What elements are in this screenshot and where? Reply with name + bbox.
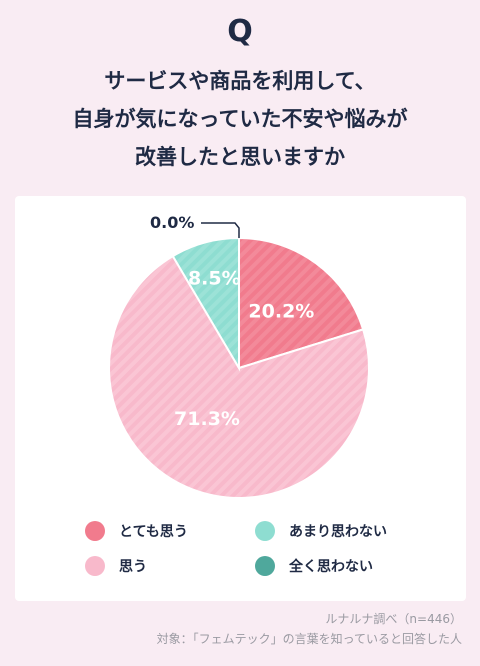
question-title: サービスや商品を利用して、 自身が気になっていた不安や悩みが 改善したと思います… [10, 62, 470, 176]
chart-card: 20.2% 71.3% 8.5% 0.0% とても思う 思う あまり思わない 全く思わ… [15, 196, 466, 601]
source-note: ルナルナ調べ（n=446） [325, 612, 462, 626]
question-line-3: 改善したと思いますか [135, 145, 345, 169]
slice-value-label-1: 71.3% [174, 408, 240, 430]
question-line-2: 自身が気になっていた不安や悩みが [72, 107, 408, 131]
slice-value-label-3: 0.0% [150, 213, 194, 232]
slice-value-label-0: 20.2% [248, 300, 314, 322]
question-marker: Q [227, 14, 253, 49]
pie-slice-1 [108, 254, 370, 499]
target-note: 対象：「フェムテック」の言葉を知っていると回答した人 [156, 632, 462, 646]
pie-slice-0 [238, 236, 365, 370]
pie-slice-2 [171, 236, 240, 372]
pie-chart: 20.2% 71.3% 8.5% 0.0% [108, 213, 370, 499]
zero-slice-leader-line [201, 222, 240, 238]
slice-value-label-2: 8.5% [188, 268, 241, 290]
question-line-1: サービスや商品を利用して、 [104, 69, 376, 93]
